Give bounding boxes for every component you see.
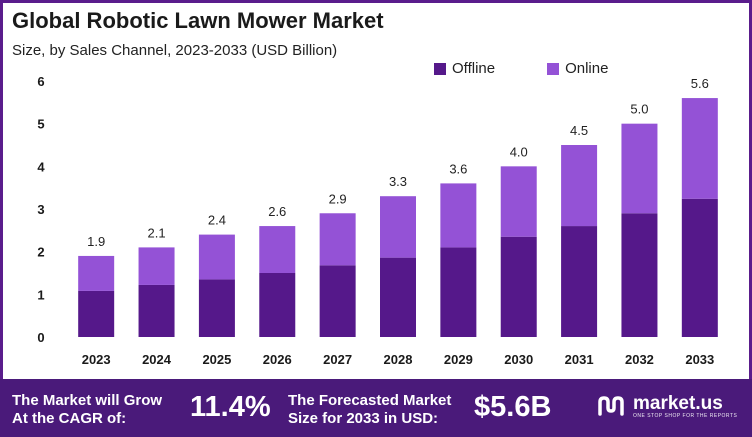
bar-offline-2026 — [259, 273, 296, 337]
forecast-label-line2: Size for 2033 in USD: — [288, 410, 439, 427]
bar-online-2032 — [621, 123, 658, 214]
bar-offline-2027 — [319, 265, 356, 337]
bar-offline-2032 — [621, 213, 658, 337]
summary-banner: The Market will Grow At the CAGR of: 11.… — [0, 379, 752, 437]
bar-offline-2033 — [681, 198, 718, 337]
chart-subtitle: Size, by Sales Channel, 2023-2033 (USD B… — [12, 42, 338, 59]
bar-online-2023 — [78, 255, 115, 291]
x-tick-label-2033: 2033 — [685, 352, 714, 367]
brand-logo: market.us ONE STOP SHOP FOR THE REPORTS — [597, 393, 737, 419]
x-tick-label-2024: 2024 — [142, 352, 172, 367]
y-tick-label: 6 — [37, 74, 44, 89]
brand-icon — [598, 396, 624, 416]
total-label-2032: 5.0 — [630, 102, 648, 117]
x-tick-label-2032: 2032 — [625, 352, 654, 367]
x-tick-label-2029: 2029 — [444, 352, 473, 367]
legend-label-online: Online — [565, 60, 609, 77]
forecast-value: $5.6B — [474, 391, 552, 423]
forecast-label-line1: The Forecasted Market — [288, 392, 452, 409]
total-label-2024: 2.1 — [148, 225, 166, 240]
x-tick-label-2026: 2026 — [263, 352, 292, 367]
bar-offline-2029 — [440, 247, 477, 337]
legend-item-offline: Offline — [434, 60, 495, 77]
cagr-label: The Market will Grow At the CAGR of: — [12, 392, 162, 428]
bar-offline-2028 — [380, 257, 416, 337]
bar-offline-2025 — [198, 279, 235, 337]
y-tick-label: 2 — [37, 245, 44, 260]
cagr-label-line1: The Market will Grow — [12, 392, 163, 409]
bar-online-2025 — [198, 234, 235, 280]
y-tick-label: 4 — [37, 159, 45, 174]
brand-tagline: ONE STOP SHOP FOR THE REPORTS — [633, 413, 738, 419]
total-label-2028: 3.3 — [389, 174, 407, 189]
bar-offline-2023 — [78, 290, 115, 337]
cagr-value: 11.4% — [190, 391, 271, 423]
bar-online-2031 — [561, 145, 598, 227]
x-tick-label-2028: 2028 — [384, 352, 413, 367]
bar-offline-2030 — [500, 236, 537, 337]
bar-online-2030 — [500, 166, 537, 237]
bar-online-2028 — [380, 196, 416, 258]
bar-offline-2024 — [138, 284, 175, 337]
legend-item-online: Online — [547, 60, 608, 77]
y-tick-label: 1 — [37, 287, 44, 302]
legend-swatch-offline — [434, 62, 446, 75]
total-label-2031: 4.5 — [570, 123, 588, 138]
chart-title: Global Robotic Lawn Mower Market — [12, 8, 384, 33]
total-label-2026: 2.6 — [268, 204, 286, 219]
bar-offline-2031 — [561, 226, 598, 337]
total-label-2030: 4.0 — [510, 144, 528, 159]
y-tick-label: 5 — [37, 117, 44, 132]
bar-chart: 0 1 2 3 4 5 6 1.9 2023 2.1 2024 2.4 2025 2.6 2026 2.9 20… — [37, 74, 718, 367]
total-label-2025: 2.4 — [208, 213, 226, 228]
total-label-2027: 2.9 — [329, 191, 347, 206]
cagr-label-line2: At the CAGR of: — [12, 410, 127, 427]
bar-online-2024 — [138, 247, 175, 285]
chart-legend: Offline Online — [434, 60, 660, 77]
y-tick-label: 3 — [37, 202, 44, 217]
bar-online-2026 — [259, 226, 296, 273]
x-tick-label-2030: 2030 — [504, 352, 533, 367]
forecast-label: The Forecasted Market Size for 2033 in U… — [288, 392, 451, 428]
total-label-2023: 1.9 — [87, 234, 105, 249]
x-tick-label-2025: 2025 — [202, 352, 231, 367]
legend-swatch-online — [547, 62, 560, 75]
total-label-2033: 5.6 — [691, 76, 709, 91]
bar-online-2033 — [681, 98, 718, 199]
x-tick-label-2027: 2027 — [323, 352, 352, 367]
bar-online-2027 — [319, 213, 356, 266]
total-label-2029: 3.6 — [449, 161, 467, 176]
bar-online-2029 — [440, 183, 477, 248]
brand-name: market.us — [633, 393, 723, 414]
x-tick-label-2031: 2031 — [565, 352, 594, 367]
y-tick-label: 0 — [37, 330, 44, 345]
x-tick-label-2023: 2023 — [82, 352, 111, 367]
legend-label-offline: Offline — [452, 60, 496, 77]
